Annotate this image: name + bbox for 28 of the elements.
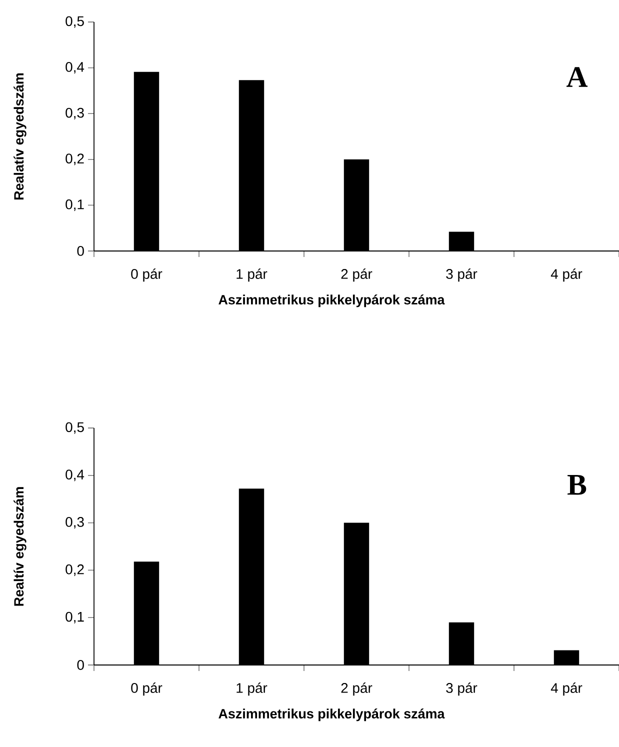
y-tick-label: 0,4 (66, 62, 84, 74)
y-tick-label: 0,5 (66, 16, 84, 28)
x-axis-title: Aszimmetrikus pikkelypárok száma (218, 294, 445, 308)
y-axis-title: Realtív egyedszám (14, 487, 26, 606)
y-tick-label: 0,1 (66, 612, 84, 624)
y-tick-label: 0,2 (66, 564, 84, 576)
x-tick-label: 0 pár (131, 682, 162, 696)
x-tick-label: 1 pár (236, 268, 268, 282)
y-tick-label: 0,3 (66, 108, 84, 120)
x-tick-label: 3 pár (446, 682, 478, 696)
y-tick-label: 0,2 (66, 154, 84, 166)
annotation: B (568, 475, 586, 495)
x-axis-title: Aszimmetrikus pikkelypárok száma (218, 708, 445, 722)
y-tick-label: 0 (77, 246, 84, 256)
y-axis-title: Realatív egyedszám (14, 73, 26, 200)
x-tick-label: 4 pár (550, 268, 582, 282)
y-tick-label: 0,1 (66, 199, 84, 211)
x-tick-label: 3 pár (446, 268, 478, 282)
x-tick-label: 1 pár (236, 682, 268, 696)
x-tick-label: 2 pár (341, 682, 372, 696)
x-tick-label: 2 pár (341, 268, 372, 282)
annotation: A (566, 67, 588, 87)
y-tick-label: 0 (77, 660, 84, 670)
x-tick-label: 0 pár (131, 268, 162, 282)
y-tick-label: 0,3 (66, 517, 84, 529)
y-tick-label: 0,4 (66, 470, 84, 482)
x-tick-label: 4 pár (550, 682, 582, 696)
y-tick-label: 0,5 (66, 422, 84, 434)
